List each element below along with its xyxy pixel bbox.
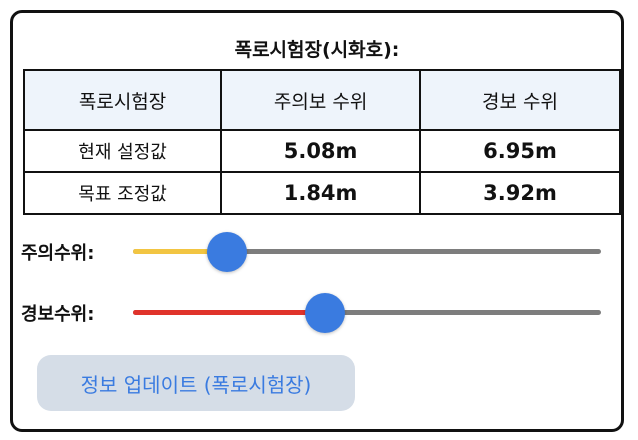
panel-title: 폭로시험장(시화호): — [234, 39, 400, 61]
target-warning-value: 3.92m — [419, 171, 621, 215]
table-header-row: 폭로시험장 주의보 수위 경보 수위 — [22, 69, 621, 131]
warning-slider[interactable] — [133, 293, 601, 333]
row-label-current: 현재 설정값 — [22, 129, 223, 173]
warning-slider-fill — [133, 310, 325, 315]
update-info-button[interactable]: 정보 업데이트 (폭로시험장) — [37, 355, 355, 411]
header-site: 폭로시험장 — [22, 69, 223, 131]
table-row: 목표 조정값 1.84m 3.92m — [22, 171, 621, 215]
caution-slider-fill — [133, 249, 227, 254]
caution-slider[interactable] — [133, 232, 601, 272]
warning-slider-row: 경보수위: — [21, 292, 611, 333]
target-caution-value: 1.84m — [220, 171, 422, 215]
caution-slider-label: 주의수위: — [21, 243, 95, 264]
warning-slider-label: 경보수위: — [21, 304, 95, 325]
water-level-table: 폭로시험장 주의보 수위 경보 수위 현재 설정값 5.08m 6.95m 목표… — [22, 69, 621, 215]
caution-slider-row: 주의수위: — [21, 231, 611, 272]
current-warning-value: 6.95m — [419, 129, 621, 173]
header-caution-level: 주의보 수위 — [220, 69, 422, 131]
table-row: 현재 설정값 5.08m 6.95m — [22, 129, 621, 173]
current-caution-value: 5.08m — [220, 129, 422, 173]
caution-slider-thumb[interactable] — [206, 232, 247, 272]
header-warning-level: 경보 수위 — [419, 69, 621, 131]
settings-panel: 폭로시험장(시화호): 폭로시험장 주의보 수위 경보 수위 현재 설정값 5.… — [10, 10, 624, 432]
warning-slider-thumb[interactable] — [304, 293, 345, 333]
row-label-target: 목표 조정값 — [22, 171, 223, 215]
